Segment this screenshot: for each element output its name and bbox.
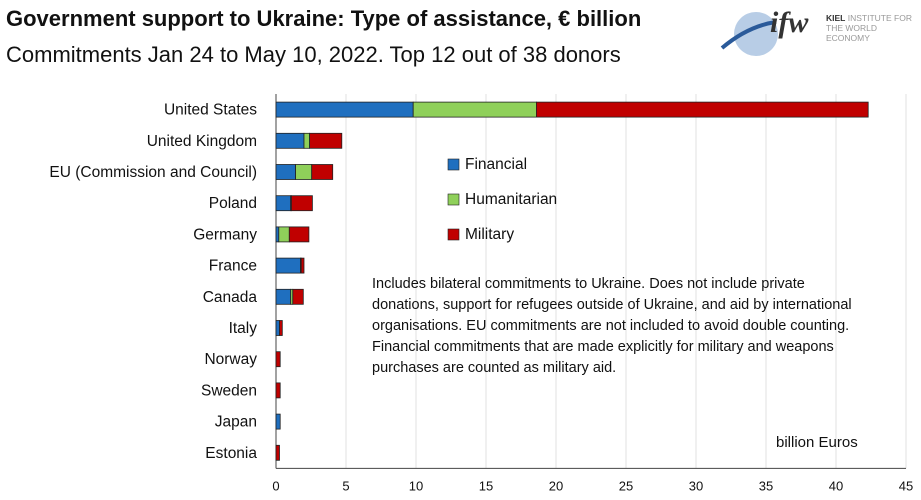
x-tick-label: 35 [759,478,773,493]
chart-subtitle: Commitments Jan 24 to May 10, 2022. Top … [6,42,621,67]
y-tick-label: United States [164,102,257,119]
ifw-logo: ifw KIEL INSTITUTE FOR THE WORLD ECONOMY [718,4,918,66]
bar-military [536,101,869,118]
y-tick-label: Canada [203,289,258,306]
x-tick-label: 30 [689,478,703,493]
bar-military [309,132,343,149]
x-tick-label: 45 [899,478,913,493]
y-tick-label: Sweden [201,382,257,399]
bar-financial [275,101,414,118]
legend-label: Humanitarian [465,191,557,208]
x-tick-label: 40 [829,478,843,493]
bar-humanitarian [303,132,310,149]
legend-swatch [447,228,460,241]
bar-financial [275,413,281,430]
bar-military [290,195,313,212]
globe-icon [720,12,778,56]
chart-title: Government support to Ukraine: Type of a… [6,6,642,31]
bar-financial [275,226,280,243]
logo-mark: ifw [770,6,809,39]
legend-label: Military [465,226,514,243]
y-tick-label: Norway [204,351,257,368]
annotation-note: Includes bilateral commitments to Ukrain… [372,276,852,376]
bar-humanitarian [278,226,290,243]
x-tick-label: 20 [549,478,563,493]
x-axis-label: billion Euros [776,434,858,451]
bar-humanitarian [412,101,537,118]
bar-financial [275,320,280,336]
y-tick-label: Italy [229,320,258,337]
y-tick-label: Japan [215,414,257,431]
logo-text: KIEL INSTITUTE FOR THE WORLD ECONOMY [826,13,912,43]
y-tick-label: Estonia [205,445,257,462]
x-tick-label: 0 [272,478,279,493]
bar-military [279,320,283,336]
bar-financial [275,164,297,180]
bar-military [288,226,310,243]
x-tick-label: 10 [409,478,423,493]
bar-military [275,444,280,461]
y-tick-label: France [209,258,257,275]
bar-financial [275,257,301,274]
bar-financial [275,288,292,305]
bar-military [300,257,305,274]
legend-swatch [447,193,460,206]
bar-military [292,288,304,305]
y-tick-label: United Kingdom [147,133,257,150]
x-tick-label: 25 [619,478,633,493]
y-tick-label: Poland [209,195,257,212]
legend-swatch [447,158,460,171]
x-tick-label: 5 [342,478,349,493]
x-tick-label: 15 [479,478,493,493]
y-tick-label: EU (Commission and Council) [49,164,257,181]
bar-military [311,164,334,180]
bar-military [275,382,281,399]
bar-military [275,351,281,368]
bar-humanitarian [295,164,313,180]
bar-financial [275,132,305,149]
legend-label: Financial [465,156,527,173]
bar-financial [275,195,292,212]
y-tick-label: Germany [193,226,257,243]
